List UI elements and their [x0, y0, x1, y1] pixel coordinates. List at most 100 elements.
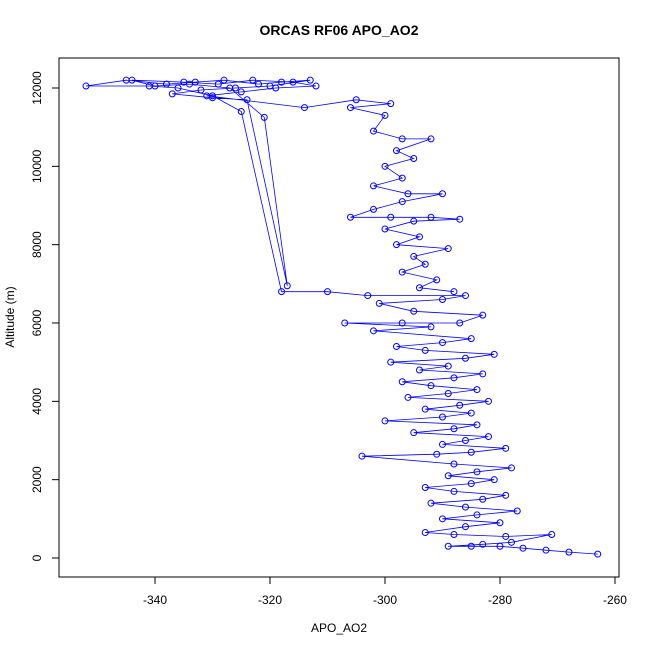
data-point [467, 542, 475, 550]
data-point [502, 444, 510, 452]
data-point [519, 544, 527, 552]
data-point [421, 260, 429, 268]
data-point [473, 421, 481, 429]
data-point [490, 476, 498, 484]
x-axis-label: APO_AO2 [311, 621, 367, 635]
data-point [421, 529, 429, 537]
data-line [85, 79, 598, 555]
data-point [496, 542, 504, 550]
data-point [392, 343, 400, 351]
data-point [421, 405, 429, 413]
data-point [398, 135, 406, 143]
y-tick-label: 0 [30, 554, 44, 561]
data-point [387, 213, 395, 221]
data-point [289, 78, 297, 86]
y-tick-label: 12000 [30, 71, 44, 105]
data-point [375, 299, 383, 307]
data-point [243, 96, 251, 104]
data-point [542, 546, 550, 554]
data-point [461, 437, 469, 445]
data-point [450, 425, 458, 433]
data-point [427, 499, 435, 507]
data-point [548, 531, 556, 539]
data-point [272, 84, 280, 92]
data-point [456, 215, 464, 223]
data-point [433, 450, 441, 458]
data-point [369, 182, 377, 190]
data-point [237, 88, 245, 96]
data-point [456, 401, 464, 409]
data-point [467, 448, 475, 456]
data-point [151, 82, 159, 90]
data-point [381, 225, 389, 233]
data-point [346, 213, 354, 221]
data-point [203, 92, 211, 100]
data-point [427, 382, 435, 390]
data-point [220, 76, 228, 84]
data-point [473, 468, 481, 476]
data-point [438, 440, 446, 448]
data-point [438, 339, 446, 347]
data-point [226, 84, 234, 92]
x-tick-label: -300 [373, 593, 397, 607]
data-point [479, 311, 487, 319]
data-point [444, 542, 452, 550]
data-point [128, 76, 136, 84]
data-point [490, 350, 498, 358]
data-point [404, 393, 412, 401]
data-point [502, 532, 510, 540]
data-point [197, 86, 205, 94]
data-point [507, 538, 515, 546]
x-tick-label: -340 [143, 593, 167, 607]
data-point [484, 397, 492, 405]
y-tick-label: 10000 [30, 149, 44, 183]
data-point [513, 507, 521, 515]
data-point [450, 531, 458, 539]
data-point [387, 100, 395, 108]
data-point [444, 245, 452, 253]
data-point [410, 307, 418, 315]
data-point [433, 276, 441, 284]
data-point [461, 503, 469, 511]
data-point [438, 190, 446, 198]
data-point [461, 523, 469, 531]
data-point [398, 378, 406, 386]
x-tick-label: -260 [603, 593, 627, 607]
data-point [427, 135, 435, 143]
data-point [421, 484, 429, 492]
data-point [283, 282, 291, 290]
data-point [415, 366, 423, 374]
data-point [404, 190, 412, 198]
y-tick-label: 4000 [30, 388, 44, 415]
data-point [473, 386, 481, 394]
data-point [456, 319, 464, 327]
data-point [467, 335, 475, 343]
data-point [461, 354, 469, 362]
data-point [82, 82, 90, 90]
data-point [467, 409, 475, 417]
data-point [260, 113, 268, 121]
data-point [214, 80, 222, 88]
data-point [427, 323, 435, 331]
chart-title: ORCAS RF06 APO_AO2 [260, 22, 419, 38]
data-point [364, 292, 372, 300]
data-point [346, 104, 354, 112]
data-point [410, 155, 418, 163]
data-point [450, 487, 458, 495]
data-point [381, 111, 389, 119]
data-point [369, 127, 377, 135]
data-point [392, 147, 400, 155]
data-point [312, 82, 320, 90]
data-point [306, 76, 314, 84]
data-point [398, 319, 406, 327]
data-point [444, 390, 452, 398]
data-point [249, 76, 257, 84]
data-point [352, 96, 360, 104]
data-point [324, 288, 332, 296]
data-point [398, 268, 406, 276]
data-point [410, 429, 418, 437]
data-point [369, 205, 377, 213]
data-point [479, 370, 487, 378]
